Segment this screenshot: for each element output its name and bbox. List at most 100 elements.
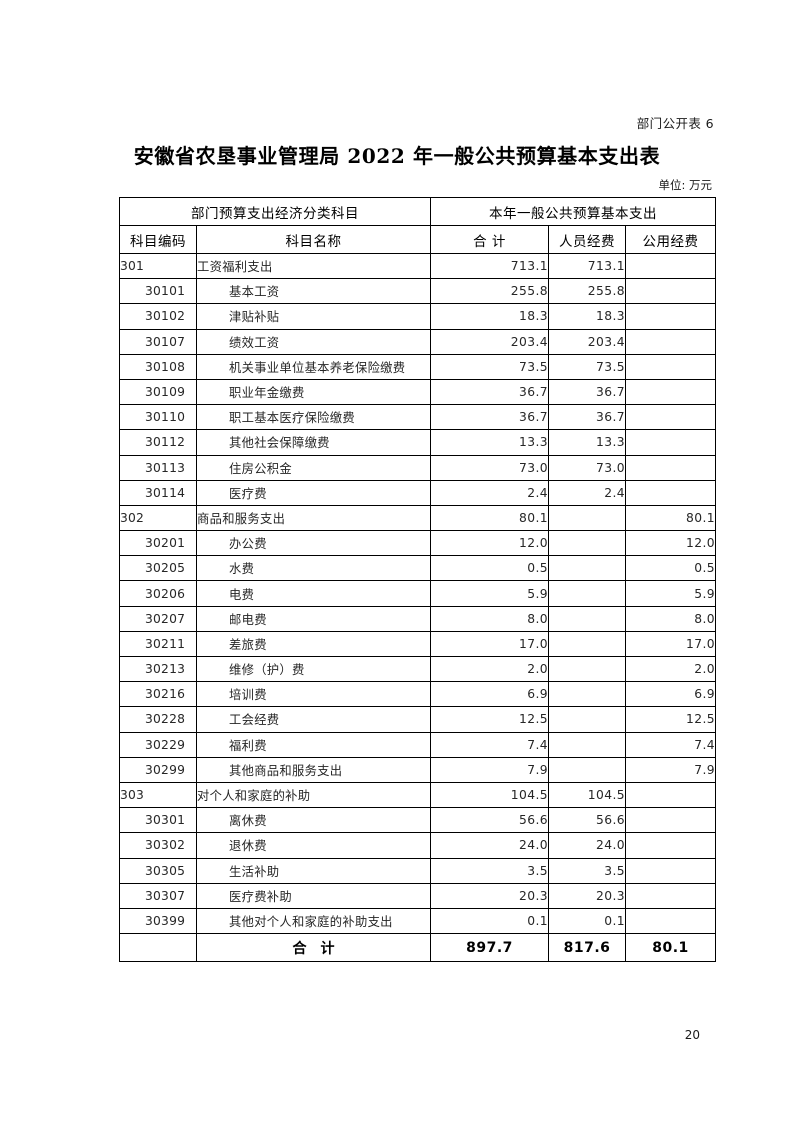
cell-name: 其他社会保障缴费 bbox=[196, 429, 431, 456]
cell-total: 0.5 bbox=[430, 555, 549, 582]
cell-personnel bbox=[548, 756, 626, 783]
table-row: 30114 医疗费 2.4 2.4 bbox=[119, 479, 717, 506]
cell-total: 3.5 bbox=[430, 857, 549, 884]
cell-code: 30211 bbox=[119, 630, 197, 658]
cell-public bbox=[624, 882, 717, 909]
column-header-code: 科目编码 bbox=[119, 225, 197, 254]
cell-code: 30201 bbox=[119, 530, 197, 557]
cell-public bbox=[624, 807, 717, 834]
cell-name: 医疗费 bbox=[196, 479, 431, 506]
cell-total-personnel: 817.6 bbox=[548, 933, 626, 963]
cell-name: 职工基本医疗保险缴费 bbox=[196, 404, 431, 431]
cell-personnel bbox=[548, 731, 626, 758]
cell-total: 20.3 bbox=[430, 882, 549, 909]
cell-code: 302 bbox=[119, 504, 197, 532]
cell-total-code-blank bbox=[119, 933, 197, 963]
cell-personnel bbox=[548, 681, 626, 708]
cell-code: 30207 bbox=[119, 605, 197, 632]
cell-total: 36.7 bbox=[430, 404, 549, 431]
cell-name: 培训费 bbox=[196, 681, 431, 708]
cell-public: 12.5 bbox=[624, 706, 717, 733]
cell-personnel bbox=[548, 580, 626, 607]
cell-code: 30114 bbox=[119, 479, 197, 506]
cell-total: 73.0 bbox=[430, 454, 549, 481]
cell-total: 56.6 bbox=[430, 807, 549, 834]
cell-name: 水费 bbox=[196, 555, 431, 582]
cell-code: 30206 bbox=[119, 580, 197, 607]
cell-total-sum: 897.7 bbox=[430, 933, 549, 963]
table-row: 30112 其他社会保障缴费 13.3 13.3 bbox=[119, 429, 717, 456]
cell-public: 80.1 bbox=[624, 504, 717, 532]
cell-public: 6.9 bbox=[624, 681, 717, 708]
cell-name: 绩效工资 bbox=[196, 328, 431, 355]
column-header-name: 科目名称 bbox=[196, 225, 431, 254]
table-row: 30302 退休费 24.0 24.0 bbox=[119, 832, 717, 859]
cell-personnel: 24.0 bbox=[548, 832, 626, 859]
table-body: 301 工资福利支出 713.1 713.1 30101 基本工资 255.8 255.8 30… bbox=[119, 252, 717, 963]
cell-public bbox=[624, 857, 717, 884]
cell-code: 30228 bbox=[119, 706, 197, 733]
cell-name: 维修（护）费 bbox=[196, 655, 431, 683]
cell-total: 24.0 bbox=[430, 832, 549, 859]
table-row: 30305 生活补助 3.5 3.5 bbox=[119, 857, 717, 884]
table-row: 30228 工会经费 12.5 12.5 bbox=[119, 706, 717, 733]
table-row: 30301 离休费 56.6 56.6 bbox=[119, 807, 717, 834]
cell-code: 30302 bbox=[119, 832, 197, 859]
cell-personnel: 713.1 bbox=[548, 252, 626, 280]
cell-personnel: 255.8 bbox=[548, 278, 626, 305]
cell-public bbox=[624, 429, 717, 456]
cell-personnel: 203.4 bbox=[548, 328, 626, 355]
cell-personnel: 20.3 bbox=[548, 882, 626, 909]
cell-name: 生活补助 bbox=[196, 857, 431, 884]
cell-total: 713.1 bbox=[430, 252, 549, 280]
table-row: 30108 机关事业单位基本养老保险缴费 73.5 73.5 bbox=[119, 353, 717, 380]
cell-personnel bbox=[548, 504, 626, 532]
table-row: 30107 绩效工资 203.4 203.4 bbox=[119, 328, 717, 355]
cell-public bbox=[624, 832, 717, 859]
cell-public bbox=[624, 353, 717, 380]
cell-code: 30301 bbox=[119, 807, 197, 834]
table-row: 30229 福利费 7.4 7.4 bbox=[119, 731, 717, 758]
cell-personnel: 56.6 bbox=[548, 807, 626, 834]
cell-name: 机关事业单位基本养老保险缴费 bbox=[196, 353, 431, 380]
cell-total: 12.0 bbox=[430, 530, 549, 557]
form-tag-label: 部门公开表 6 bbox=[636, 116, 714, 131]
cell-name: 对个人和家庭的补助 bbox=[196, 781, 431, 809]
cell-total: 0.1 bbox=[430, 907, 549, 935]
group-header-right: 本年一般公共预算基本支出 bbox=[429, 197, 717, 226]
cell-public bbox=[624, 252, 717, 280]
table-row: 301 工资福利支出 713.1 713.1 bbox=[119, 252, 717, 280]
table-row: 30102 津贴补贴 18.3 18.3 bbox=[119, 303, 717, 330]
table-row: 30299 其他商品和服务支出 7.9 7.9 bbox=[119, 756, 717, 783]
cell-total: 73.5 bbox=[430, 353, 549, 380]
cell-code: 30299 bbox=[119, 756, 197, 783]
cell-name: 津贴补贴 bbox=[196, 303, 431, 330]
cell-code: 30112 bbox=[119, 429, 197, 456]
table-row: 30110 职工基本医疗保险缴费 36.7 36.7 bbox=[119, 404, 717, 431]
cell-name: 工会经费 bbox=[196, 706, 431, 733]
cell-total: 6.9 bbox=[430, 681, 549, 708]
cell-name: 邮电费 bbox=[196, 605, 431, 632]
cell-public bbox=[624, 781, 717, 809]
cell-personnel: 36.7 bbox=[548, 378, 626, 406]
cell-name: 福利费 bbox=[196, 731, 431, 758]
cell-total: 7.4 bbox=[430, 731, 549, 758]
cell-public: 2.0 bbox=[624, 655, 717, 683]
group-header-left: 部门预算支出经济分类科目 bbox=[119, 197, 431, 226]
cell-public bbox=[624, 328, 717, 355]
cell-code: 30205 bbox=[119, 555, 197, 582]
column-header-public: 公用经费 bbox=[624, 225, 717, 254]
cell-name: 基本工资 bbox=[196, 278, 431, 305]
cell-total: 17.0 bbox=[430, 630, 549, 658]
cell-personnel bbox=[548, 605, 626, 632]
cell-total: 255.8 bbox=[430, 278, 549, 305]
cell-code: 30216 bbox=[119, 681, 197, 708]
cell-name: 职业年金缴费 bbox=[196, 378, 431, 406]
cell-name: 工资福利支出 bbox=[196, 252, 431, 280]
cell-public: 7.4 bbox=[624, 731, 717, 758]
cell-code: 30110 bbox=[119, 404, 197, 431]
table-row: 303 对个人和家庭的补助 104.5 104.5 bbox=[119, 781, 717, 809]
cell-public: 12.0 bbox=[624, 530, 717, 557]
cell-public: 7.9 bbox=[624, 756, 717, 783]
cell-personnel: 104.5 bbox=[548, 781, 626, 809]
